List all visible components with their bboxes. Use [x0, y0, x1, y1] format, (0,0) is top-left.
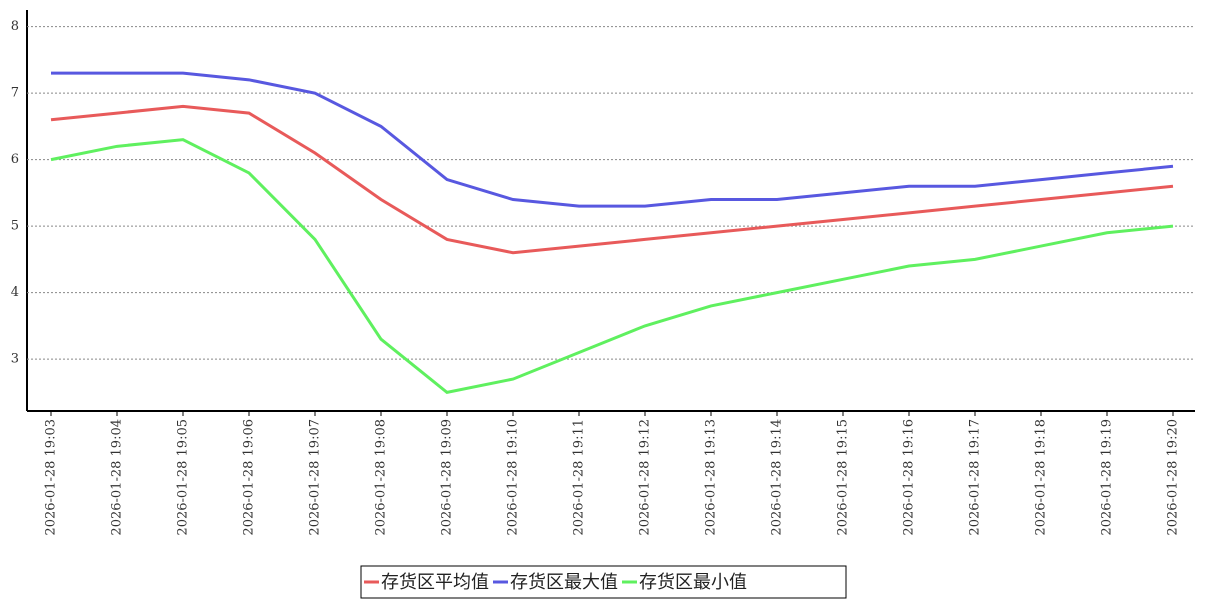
series-line	[51, 71, 1174, 208]
x-tick-label: 2026-01-28 19:10	[506, 419, 521, 536]
legend: 存货区平均值 存货区最大值 存货区最小值	[364, 572, 747, 593]
legend-label: 存货区最小值	[639, 572, 747, 593]
x-tick-label: 2026-01-28 19:13	[704, 419, 719, 536]
y-tick-label: 5	[11, 219, 19, 234]
series-line	[50, 104, 1174, 255]
x-tick-label: 2026-01-28 19:08	[374, 419, 389, 536]
y-tick-label: 8	[11, 19, 19, 34]
x-tick-label: 2026-01-28 19:14	[770, 419, 785, 536]
legend-label: 存货区最大值	[510, 572, 618, 593]
x-tick-label: 2026-01-28 19:06	[242, 419, 257, 536]
x-tick-label: 2026-01-28 19:11	[572, 419, 587, 536]
x-tick-label: 2026-01-28 19:07	[308, 419, 323, 536]
legend-label: 存货区平均值	[381, 572, 489, 593]
y-tick-label: 4	[11, 285, 19, 300]
x-tick-label: 2026-01-28 19:05	[176, 419, 191, 536]
x-tick-label: 2026-01-28 19:16	[902, 419, 917, 536]
y-tick-label: 6	[11, 152, 19, 167]
x-tick-label: 2026-01-28 19:09	[440, 419, 455, 536]
x-tick-label: 2026-01-28 19:20	[1166, 419, 1181, 536]
y-tick-label: 3	[11, 352, 19, 367]
x-tick-label: 2026-01-28 19:19	[1100, 419, 1115, 536]
series-line	[50, 138, 1174, 394]
legend-box	[360, 565, 847, 599]
x-tick-label: 2026-01-28 19:18	[1034, 419, 1049, 536]
x-tick-label: 2026-01-28 19:03	[44, 419, 59, 536]
y-tick-label: 7	[11, 86, 19, 101]
x-tick-label: 2026-01-28 19:12	[638, 419, 653, 536]
x-tick-label: 2026-01-28 19:17	[968, 419, 983, 536]
x-tick-label: 2026-01-28 19:04	[110, 419, 125, 536]
x-tick-label: 2026-01-28 19:15	[836, 419, 851, 536]
